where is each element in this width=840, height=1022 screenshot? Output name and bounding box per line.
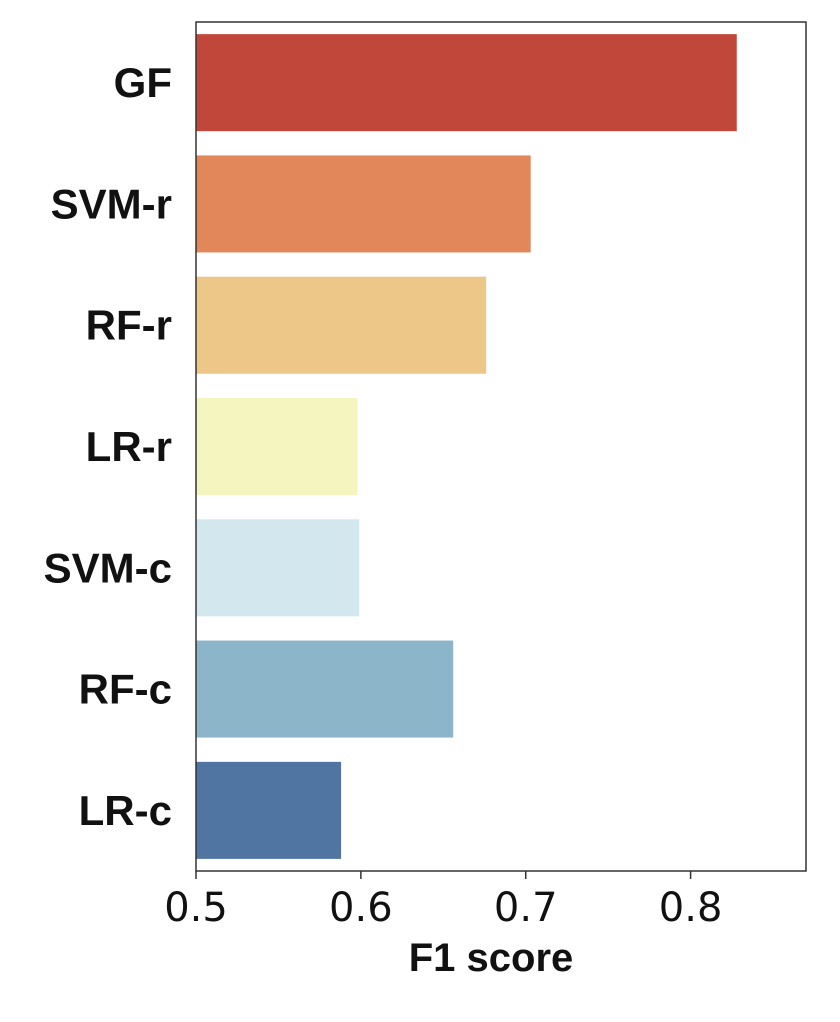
x-axis-ticks: 0.5 0.6 0.7 0.8 [164,871,722,931]
bars-group [196,34,737,859]
x-tick-label: 0.8 [659,885,723,931]
category-label-rf-c: RF-c [79,666,172,713]
category-label-lr-c: LR-c [79,787,172,834]
bar-lr-c [196,761,342,859]
category-label-rf-r: RF-r [86,302,172,349]
plot-frame [195,21,807,872]
x-axis-title: F1 score [409,936,574,980]
bar-rf-r [196,276,487,374]
bar-rf-c [196,640,454,738]
bar-lr-r [196,397,358,496]
bar-svm-r [196,155,531,253]
bar-gf [196,34,737,132]
x-tick-label: 0.5 [164,885,228,931]
category-label-svm-r: SVM-r [51,180,172,227]
category-label-gf: GF [114,59,172,106]
category-label-svm-c: SVM-c [44,544,172,591]
x-tick-label: 0.6 [329,885,393,931]
category-label-lr-r: LR-r [86,423,172,470]
category-labels: GF SVM-r RF-r LR-r SVM-c RF-c LR-c [44,59,172,834]
x-tick-label: 0.7 [494,885,558,931]
bar-svm-c [196,519,360,617]
